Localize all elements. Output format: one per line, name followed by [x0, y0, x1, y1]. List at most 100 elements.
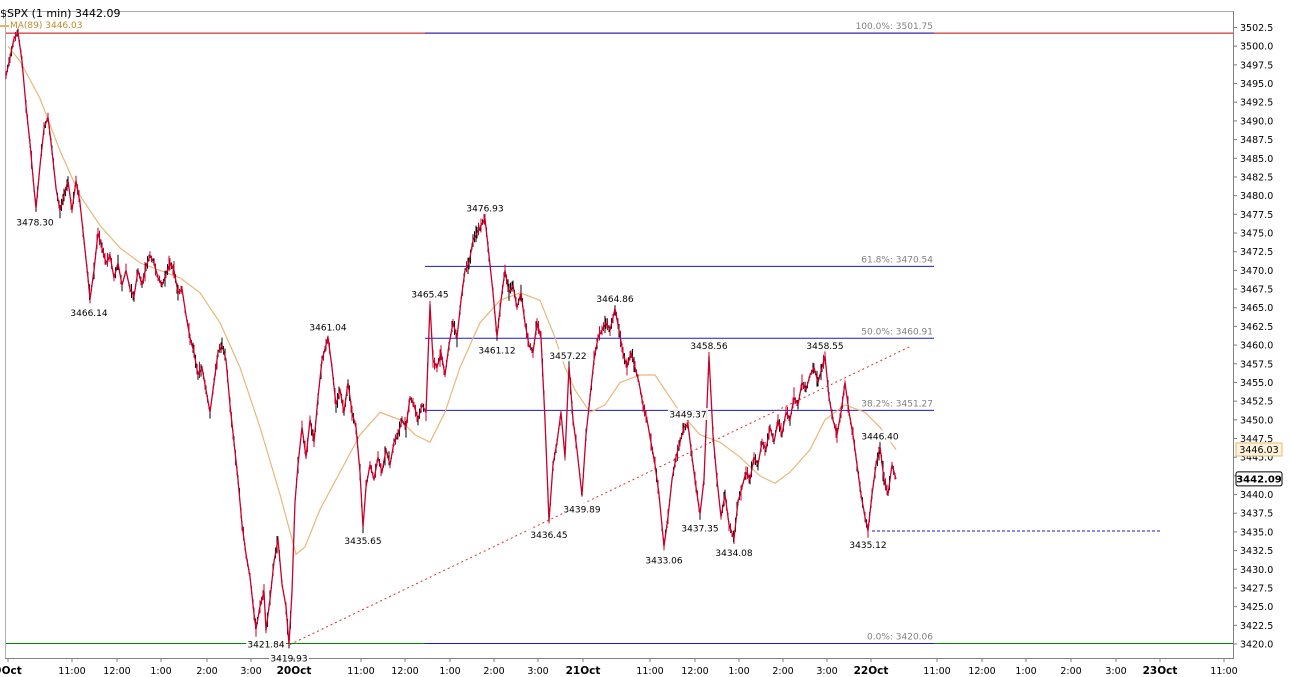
swing-label-text: 3478.30 [16, 218, 53, 228]
y-tick-label-0: 3420.0 [1240, 640, 1273, 651]
x-tick-label-10: 2:00 [483, 666, 504, 677]
y-tick-label-21: 3472.5 [1240, 247, 1273, 258]
x-tick-label-4: 2:00 [196, 666, 217, 677]
fib-label-1: 61.8%: 3470.54 [861, 255, 933, 265]
x-tick-label-25: 11:00 [1210, 666, 1237, 677]
x-tick-label-5: 3:00 [240, 666, 261, 677]
x-tick-label-24: 23Oct [1143, 665, 1178, 677]
swing-label-bg [308, 320, 348, 333]
price-badges: 3446.03 3442.09 [1235, 442, 1283, 487]
swing-label-19: 3446.40 [860, 430, 900, 443]
x-tick-label-15: 1:00 [728, 666, 749, 677]
y-tick-label-8: 3440.0 [1240, 490, 1273, 501]
last-price-badge-text: 3442.09 [1236, 474, 1282, 485]
y-tick-label-20: 3470.0 [1240, 266, 1273, 277]
swing-label-bg [805, 339, 845, 352]
swing-label-text: 3449.37 [669, 411, 706, 421]
x-tick-label-17: 3:00 [816, 666, 837, 677]
swing-label-bg [529, 528, 569, 541]
fib-label-0: 100.0%: 3501.75 [856, 22, 933, 32]
swing-label-text: 3465.45 [411, 290, 448, 300]
y-tick-label-29: 3492.5 [1240, 98, 1273, 109]
swing-label-bg [465, 202, 505, 215]
fib-label-2: 50.0%: 3460.91 [861, 327, 933, 337]
x-tick-label-14: 12:00 [681, 666, 708, 677]
y-tick-label-2: 3425.0 [1240, 602, 1273, 613]
y-axis: 3420.0 3422.5 3425.0 3427.5 3430.0 3432.5 3435… [1233, 23, 1273, 651]
swing-label-16: 3458.56 [689, 339, 729, 352]
swing-label-text: 3436.45 [530, 531, 567, 541]
y-tick-label-32: 3500.0 [1240, 42, 1273, 53]
y-tick-label-3: 3427.5 [1240, 583, 1273, 594]
x-tick-label-16: 2:00 [772, 666, 793, 677]
swing-label-bg [477, 344, 517, 357]
swing-label-0: 3478.30 [15, 215, 55, 228]
last-price-badge-bg [1235, 471, 1283, 487]
y-tick-label-4: 3430.0 [1240, 565, 1273, 576]
swing-label-bg [15, 215, 55, 228]
swing-label-bg [246, 637, 286, 650]
fib-label-4: 0.0%: 3420.06 [867, 633, 933, 643]
x-tick-label-7: 11:00 [347, 666, 374, 677]
swing-label-bg [714, 546, 754, 559]
y-tick-label-19: 3467.5 [1240, 285, 1273, 296]
fib-label-3: 38.2%: 3451.27 [861, 399, 933, 409]
price-line [5, 32, 897, 646]
swing-label-6: 3465.45 [410, 287, 450, 300]
swing-label-5: 3435.65 [343, 534, 383, 547]
y-tick-label-17: 3462.5 [1240, 322, 1273, 333]
y-tick-label-18: 3465.0 [1240, 303, 1273, 314]
swing-label-text: 3458.56 [690, 342, 727, 352]
y-tick-label-14: 3455.0 [1240, 378, 1273, 389]
swing-label-15: 3437.35 [680, 521, 720, 534]
swing-label-text: 3458.55 [806, 342, 843, 352]
x-tick-label-6: 20Oct [277, 665, 312, 677]
y-tick-label-23: 3477.5 [1240, 210, 1273, 221]
swing-label-bg [69, 306, 109, 319]
swing-label-text: 3457.22 [549, 352, 586, 362]
swing-label-bg [343, 534, 383, 547]
swing-label-8: 3461.12 [477, 344, 517, 357]
y-tick-label-31: 3497.5 [1240, 60, 1273, 71]
swing-label-bg [548, 349, 588, 362]
x-axis: 9Oct 11:00 12:00 1:00 2:00 3:00 20Oct 11:00 12:0… [0, 658, 1238, 677]
y-tick-label-10: 3445.0 [1240, 453, 1273, 464]
swing-label-text: 3435.12 [849, 541, 886, 551]
x-tick-label-1: 11:00 [58, 666, 85, 677]
swing-label-3: 3419.93 [269, 652, 309, 665]
y-tick-label-11: 3447.5 [1240, 434, 1273, 445]
y-tick-label-22: 3475.0 [1240, 229, 1273, 240]
x-tick-label-21: 1:00 [1015, 666, 1036, 677]
x-tick-label-20: 12:00 [968, 666, 995, 677]
y-tick-label-28: 3490.0 [1240, 116, 1273, 127]
y-tick-label-1: 3422.5 [1240, 621, 1273, 632]
y-tick-label-5: 3432.5 [1240, 546, 1273, 557]
swing-label-text: 3461.04 [309, 323, 346, 333]
swing-label-20: 3435.12 [848, 538, 888, 551]
chart-title: $SPX (1 min) 3442.09 [0, 7, 120, 20]
y-tick-label-12: 3450.0 [1240, 415, 1273, 426]
swing-label-bg [680, 521, 720, 534]
swing-label-text: 3433.06 [645, 556, 682, 566]
ma-legend-text: MA(89) 3446.03 [10, 21, 83, 31]
y-tick-label-6: 3435.0 [1240, 527, 1273, 538]
swing-label-text: 3437.35 [681, 524, 718, 534]
swing-label-bg [668, 408, 708, 421]
x-tick-label-2: 12:00 [103, 666, 130, 677]
x-tick-label-8: 12:00 [391, 666, 418, 677]
swing-label-2: 3421.84 [246, 637, 286, 650]
y-tick-label-24: 3480.0 [1240, 191, 1273, 202]
ma-legend-swatch [0, 24, 9, 27]
swing-label-17: 3434.08 [714, 546, 754, 559]
swing-label-1: 3466.14 [69, 306, 109, 319]
swing-label-text: 3439.89 [563, 505, 600, 515]
swing-label-bg [595, 292, 635, 305]
y-tick-label-13: 3452.5 [1240, 397, 1273, 408]
swing-label-bg [860, 430, 900, 443]
x-tick-label-19: 11:00 [923, 666, 950, 677]
x-tick-label-9: 1:00 [439, 666, 460, 677]
swing-label-text: 3434.08 [715, 549, 752, 559]
y-tick-label-7: 3437.5 [1240, 509, 1273, 520]
x-tick-label-18: 22Oct [854, 665, 889, 677]
